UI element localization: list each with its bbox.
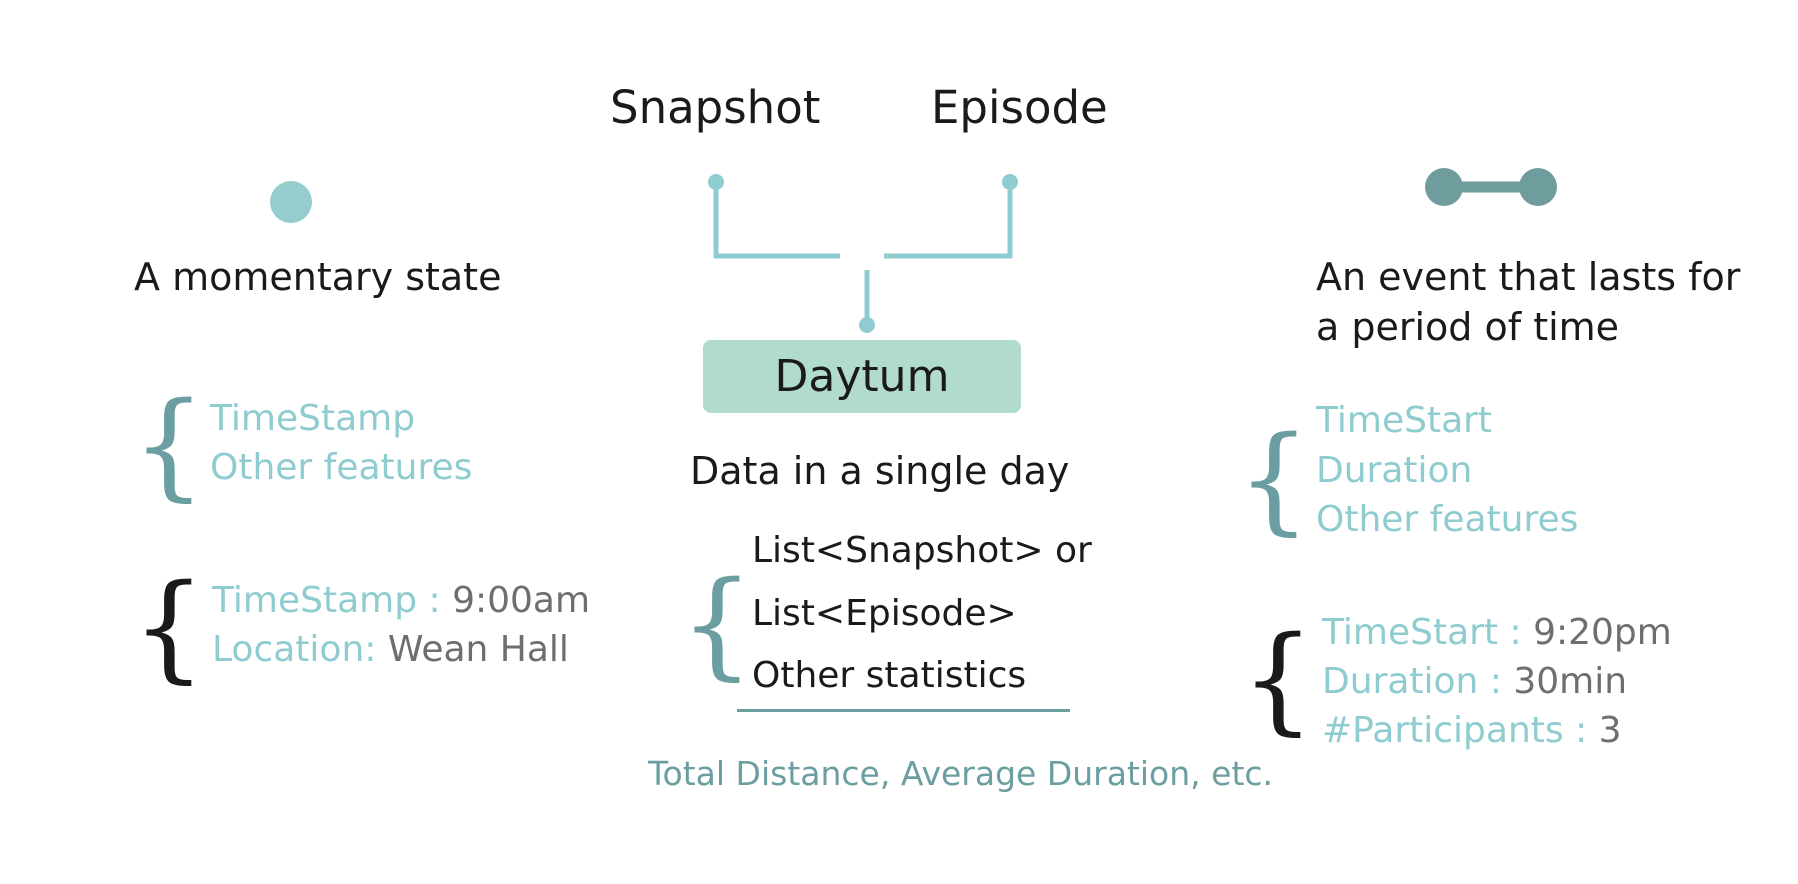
left-example-location: Location: Wean Hall (212, 625, 569, 675)
merge-connector (708, 174, 1018, 333)
center-items-brace: { (680, 557, 754, 692)
left-feature-timestamp: TimeStamp (210, 398, 416, 439)
example-value: Wean Hall (387, 629, 569, 670)
center-item-snapshot-list: List<Snapshot> or (752, 530, 1092, 571)
example-key: #Participants : (1322, 710, 1599, 751)
right-example-timestart: TimeStart : 9:20pm (1322, 608, 1672, 658)
statistics-divider (737, 709, 1070, 712)
example-value: 30min (1513, 661, 1628, 702)
example-key: Duration : (1322, 661, 1514, 702)
right-example-brace: { (1241, 612, 1315, 747)
right-example-duration: Duration : 30min (1322, 657, 1627, 707)
episode-description-line2: a period of time (1316, 305, 1620, 349)
right-feature-timestart: TimeStart (1316, 400, 1493, 441)
right-example-participants: #Participants : 3 (1322, 706, 1622, 756)
snapshot-description: A momentary state (134, 255, 502, 299)
right-feature-other: Other features (1316, 499, 1579, 540)
left-example-brace: { (132, 560, 206, 695)
statistics-note: Total Distance, Average Duration, etc. (648, 754, 1274, 793)
example-key: TimeStamp : (212, 580, 453, 621)
snapshot-title: Snapshot (610, 81, 821, 134)
center-item-episode-list: List<Episode> (752, 593, 1017, 634)
episode-description-line1: An event that lasts for (1316, 255, 1741, 299)
left-features-brace: { (132, 378, 206, 513)
center-item-statistics: Other statistics (752, 655, 1027, 696)
example-value: 9:20pm (1533, 612, 1672, 653)
right-feature-duration: Duration (1316, 450, 1473, 491)
episode-title: Episode (931, 81, 1108, 134)
right-features-brace: { (1237, 412, 1311, 547)
daytum-description: Data in a single day (690, 449, 1070, 493)
left-feature-other: Other features (210, 447, 473, 488)
example-key: Location: (212, 629, 388, 670)
example-key: TimeStart : (1322, 612, 1534, 653)
snapshot-dot-icon (270, 181, 312, 223)
left-example-timestamp: TimeStamp : 9:00am (212, 576, 590, 626)
daytum-box: Daytum (703, 340, 1021, 413)
example-value: 9:00am (452, 580, 591, 621)
example-value: 3 (1598, 710, 1622, 751)
episode-dumbbell-icon (1425, 168, 1557, 206)
